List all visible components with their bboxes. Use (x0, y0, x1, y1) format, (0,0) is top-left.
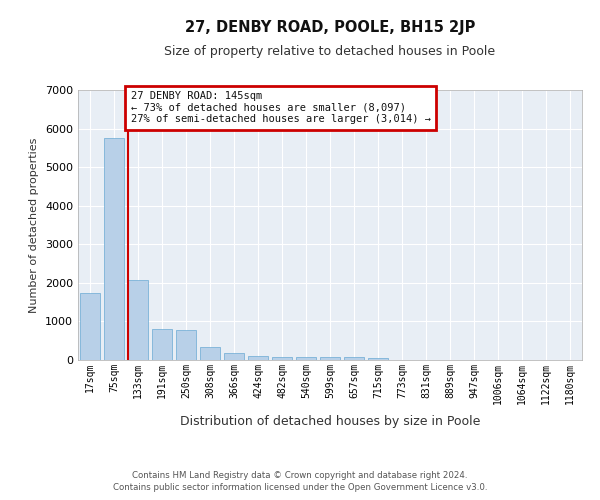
Bar (368, 358, 388, 360)
Bar (104, 138, 124, 360)
Bar (80, 292, 100, 360)
X-axis label: Distribution of detached houses by size in Poole: Distribution of detached houses by size … (180, 415, 480, 428)
Bar (296, 357, 316, 360)
Bar (344, 358, 364, 360)
Text: 27, DENBY ROAD, POOLE, BH15 2JP: 27, DENBY ROAD, POOLE, BH15 2JP (185, 20, 475, 35)
Text: Size of property relative to detached houses in Poole: Size of property relative to detached ho… (164, 45, 496, 58)
Text: 27 DENBY ROAD: 145sqm
← 73% of detached houses are smaller (8,097)
27% of semi-d: 27 DENBY ROAD: 145sqm ← 73% of detached … (131, 91, 431, 124)
Bar (248, 356, 268, 360)
Bar (152, 329, 172, 360)
Bar (224, 353, 244, 360)
Bar (320, 358, 340, 360)
Y-axis label: Number of detached properties: Number of detached properties (29, 138, 40, 312)
Bar (128, 280, 148, 360)
Bar (176, 330, 196, 360)
Bar (272, 356, 292, 360)
Text: Contains public sector information licensed under the Open Government Licence v3: Contains public sector information licen… (113, 484, 487, 492)
Bar (200, 347, 220, 360)
Text: Contains HM Land Registry data © Crown copyright and database right 2024.: Contains HM Land Registry data © Crown c… (132, 471, 468, 480)
